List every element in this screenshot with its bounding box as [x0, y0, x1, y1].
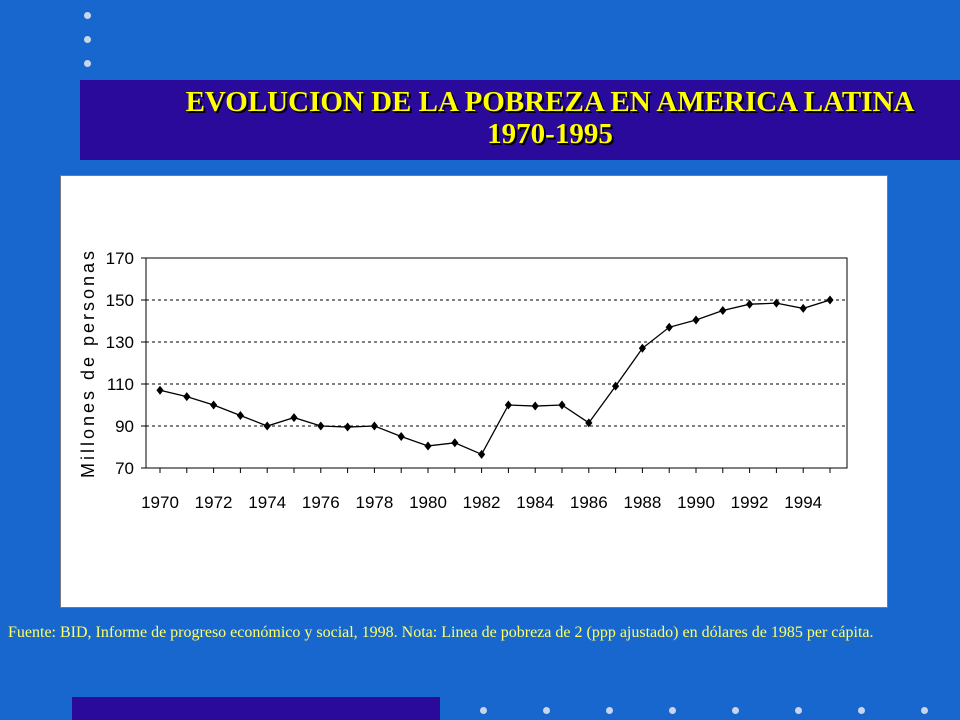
data-point [210, 400, 218, 410]
line-chart: 70 90 110 130 150 170 1970 1972 1974 1976 1978 1980… [78, 248, 848, 512]
x-tick-label: 1972 [195, 493, 233, 512]
x-tick-label: 1986 [570, 493, 608, 512]
y-tick-label: 170 [106, 249, 134, 268]
x-tick-label: 1976 [302, 493, 340, 512]
data-point [317, 421, 325, 431]
source-note: Fuente: BID, Informe de progreso económi… [8, 624, 874, 641]
x-tick-label: 1980 [409, 493, 447, 512]
data-point [263, 421, 271, 431]
data-point [290, 413, 298, 423]
x-tick-label: 1992 [731, 493, 769, 512]
decor-dot [84, 60, 91, 67]
y-tick-label: 70 [115, 459, 134, 478]
x-tick-label: 1982 [463, 493, 501, 512]
y-tick-label: 150 [106, 291, 134, 310]
data-point [799, 303, 807, 313]
data-point [344, 422, 352, 432]
data-point [692, 315, 700, 325]
x-tick-label: 1994 [784, 493, 822, 512]
title-box: EVOLUCION DE LA POBREZA EN AMERICA LATIN… [80, 80, 960, 160]
x-tick-label: 1988 [623, 493, 661, 512]
decor-dot [543, 707, 550, 714]
decor-dot [84, 12, 91, 19]
decor-dot [732, 707, 739, 714]
y-tick-label: 130 [106, 333, 134, 352]
data-point [451, 438, 459, 448]
data-point [183, 392, 191, 402]
data-point [665, 322, 673, 332]
bottom-bar [72, 697, 440, 720]
data-point [826, 295, 834, 305]
x-tick-label: 1990 [677, 493, 715, 512]
slide-title: EVOLUCION DE LA POBREZA EN AMERICA LATIN… [185, 86, 915, 118]
decor-dot [84, 36, 91, 43]
y-tick-label: 110 [107, 375, 134, 394]
x-tick-label: 1984 [516, 493, 554, 512]
data-point [424, 441, 432, 451]
decor-dot [858, 707, 865, 714]
data-point [638, 343, 646, 353]
data-point [156, 385, 164, 395]
data-point [772, 298, 780, 308]
data-point [585, 418, 593, 428]
decor-dot [921, 707, 928, 714]
data-point [236, 411, 244, 420]
data-point [397, 432, 405, 441]
x-tick-label: 1974 [248, 493, 286, 512]
slide-subtitle: 1970-1995 [487, 118, 613, 150]
data-point [612, 381, 620, 391]
decor-dot [606, 707, 613, 714]
x-tick-label: 1970 [141, 493, 179, 512]
plot-area [145, 257, 848, 469]
chart-frame: 70 90 110 130 150 170 1970 1972 1974 1976 1978 1980… [60, 175, 888, 608]
data-point [478, 449, 486, 459]
data-point [719, 306, 727, 315]
series-line [159, 299, 831, 456]
data-point [504, 400, 512, 410]
decor-dot [480, 707, 487, 714]
x-tick-label: 1978 [355, 493, 393, 512]
data-point [558, 400, 566, 410]
y-axis-label: Millones de personas [78, 248, 98, 478]
y-tick-label: 90 [115, 417, 134, 436]
decor-dot [795, 707, 802, 714]
decor-dot [669, 707, 676, 714]
data-point [746, 299, 754, 309]
data-point [531, 401, 539, 411]
data-point [370, 421, 378, 431]
